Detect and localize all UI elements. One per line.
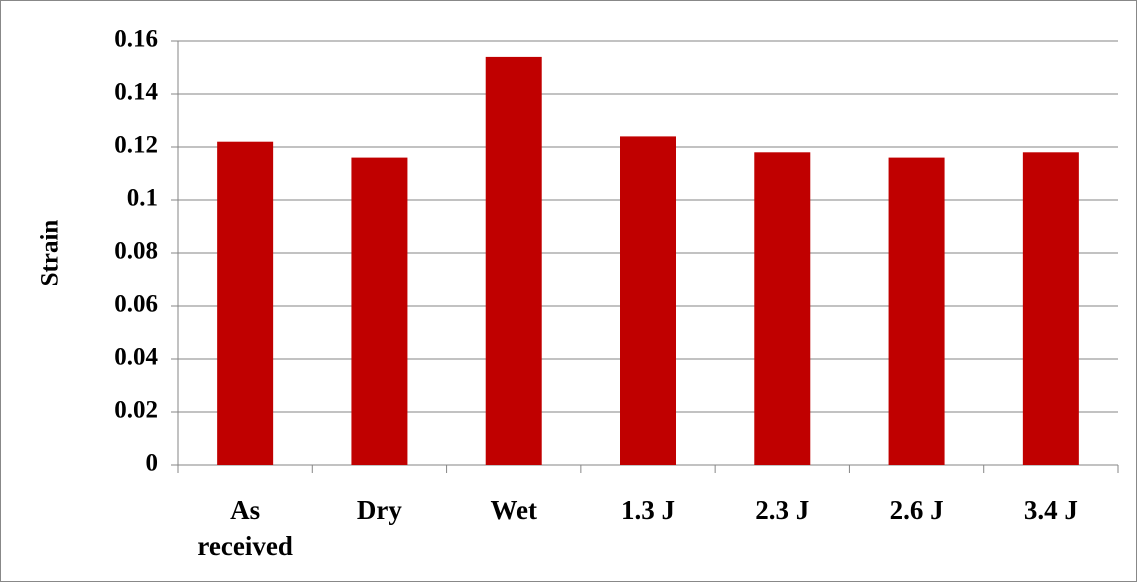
bar <box>888 157 945 465</box>
y-tick-label: 0.08 <box>114 238 158 265</box>
bar <box>351 157 408 465</box>
y-tick-label: 0.12 <box>114 132 158 159</box>
x-tick-label: 2.3 J <box>755 495 810 525</box>
y-tick-label: 0.02 <box>114 397 158 424</box>
y-tick-label: 0.14 <box>114 79 158 106</box>
x-tick-label: As received <box>197 495 293 561</box>
y-tick-label: 0.06 <box>114 291 158 318</box>
y-tick-label: 0.16 <box>114 26 158 53</box>
bar <box>217 141 274 465</box>
x-tick-label: 2.6 J <box>889 495 944 525</box>
x-tick-label: Dry <box>356 495 402 525</box>
bar <box>754 152 811 466</box>
x-tick-label: Wet <box>490 495 537 525</box>
y-tick-label: 0 <box>146 450 159 477</box>
y-axis-title: Strain <box>37 220 64 287</box>
bar <box>485 56 542 466</box>
x-tick-label: 1.3 J <box>621 495 675 525</box>
bar <box>1022 152 1079 466</box>
bar <box>620 136 676 465</box>
y-tick-label: 0.1 <box>127 185 158 212</box>
x-tick-label: 3.4 J <box>1023 495 1078 525</box>
y-tick-label: 0.04 <box>114 344 158 371</box>
